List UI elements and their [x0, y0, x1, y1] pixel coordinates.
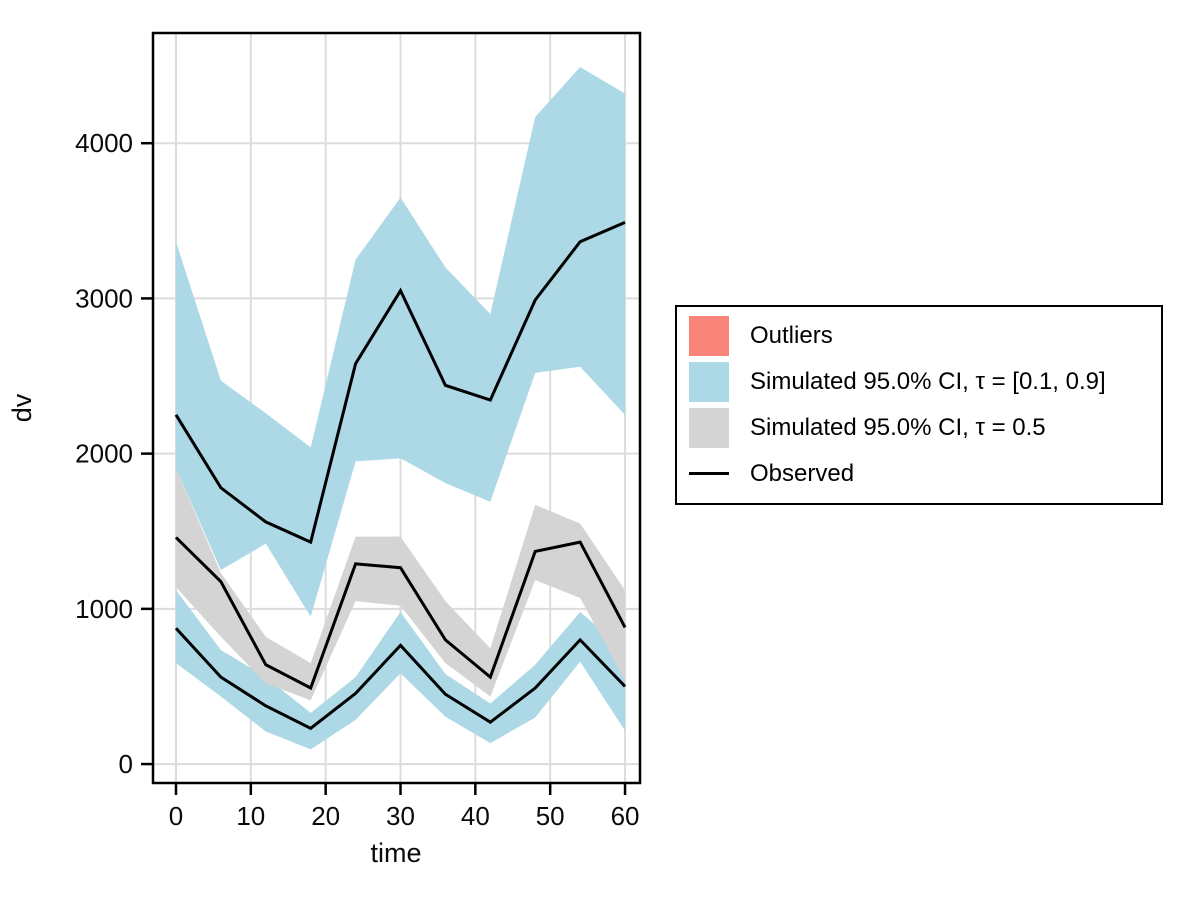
- line-observed-upper-quantile: [174, 220, 626, 545]
- x-tick-label: 40: [461, 801, 490, 831]
- y-tick-label: 1000: [75, 594, 133, 624]
- legend-item: Simulated 95.0% CI, τ = 0.5: [689, 407, 1149, 450]
- legend-patch-swatch: [689, 362, 729, 403]
- band-simulated-ci-tau-0.1-0.9-lower: [175, 590, 626, 750]
- legend-item-label: Simulated 95.0% CI, τ = [0.1, 0.9]: [750, 368, 1106, 396]
- band-simulated-ci-tau-0.1-0.9-upper: [175, 67, 626, 617]
- y-tick-label: 2000: [75, 439, 133, 469]
- line-observed-lower-quantile: [174, 627, 627, 731]
- legend-item-label: Simulated 95.0% CI, τ = 0.5: [750, 413, 1046, 441]
- line-observed-median: [174, 536, 627, 691]
- y-tick-label: 0: [119, 749, 133, 779]
- legend-line-swatch: [689, 472, 729, 476]
- y-axis-label: dv: [7, 393, 37, 423]
- legend-patch-swatch: [689, 407, 729, 448]
- legend-item-label: Outliers: [750, 322, 833, 350]
- x-tick-label: 10: [236, 801, 265, 831]
- y-tick-label: 4000: [75, 128, 133, 158]
- legend-patch-swatch: [689, 316, 729, 357]
- legend-item: Outliers: [689, 315, 1149, 358]
- legend-item-label: Observed: [750, 459, 855, 487]
- x-tick-label: 50: [536, 801, 565, 831]
- x-axis-label: time: [370, 838, 422, 868]
- legend-item: Observed: [689, 452, 1149, 495]
- band-simulated-ci-tau-0.5: [175, 468, 626, 701]
- x-tick-label: 60: [611, 801, 640, 831]
- plot-border: [151, 31, 642, 785]
- x-tick-label: 20: [311, 801, 340, 831]
- x-tick-label: 0: [169, 801, 183, 831]
- legend-item: Simulated 95.0% CI, τ = [0.1, 0.9]: [689, 361, 1149, 404]
- y-tick-label: 3000: [75, 283, 133, 313]
- legend: Outliers Simulated 95.0% CI, τ = [0.1, 0.…: [675, 305, 1163, 505]
- x-tick-label: 30: [386, 801, 415, 831]
